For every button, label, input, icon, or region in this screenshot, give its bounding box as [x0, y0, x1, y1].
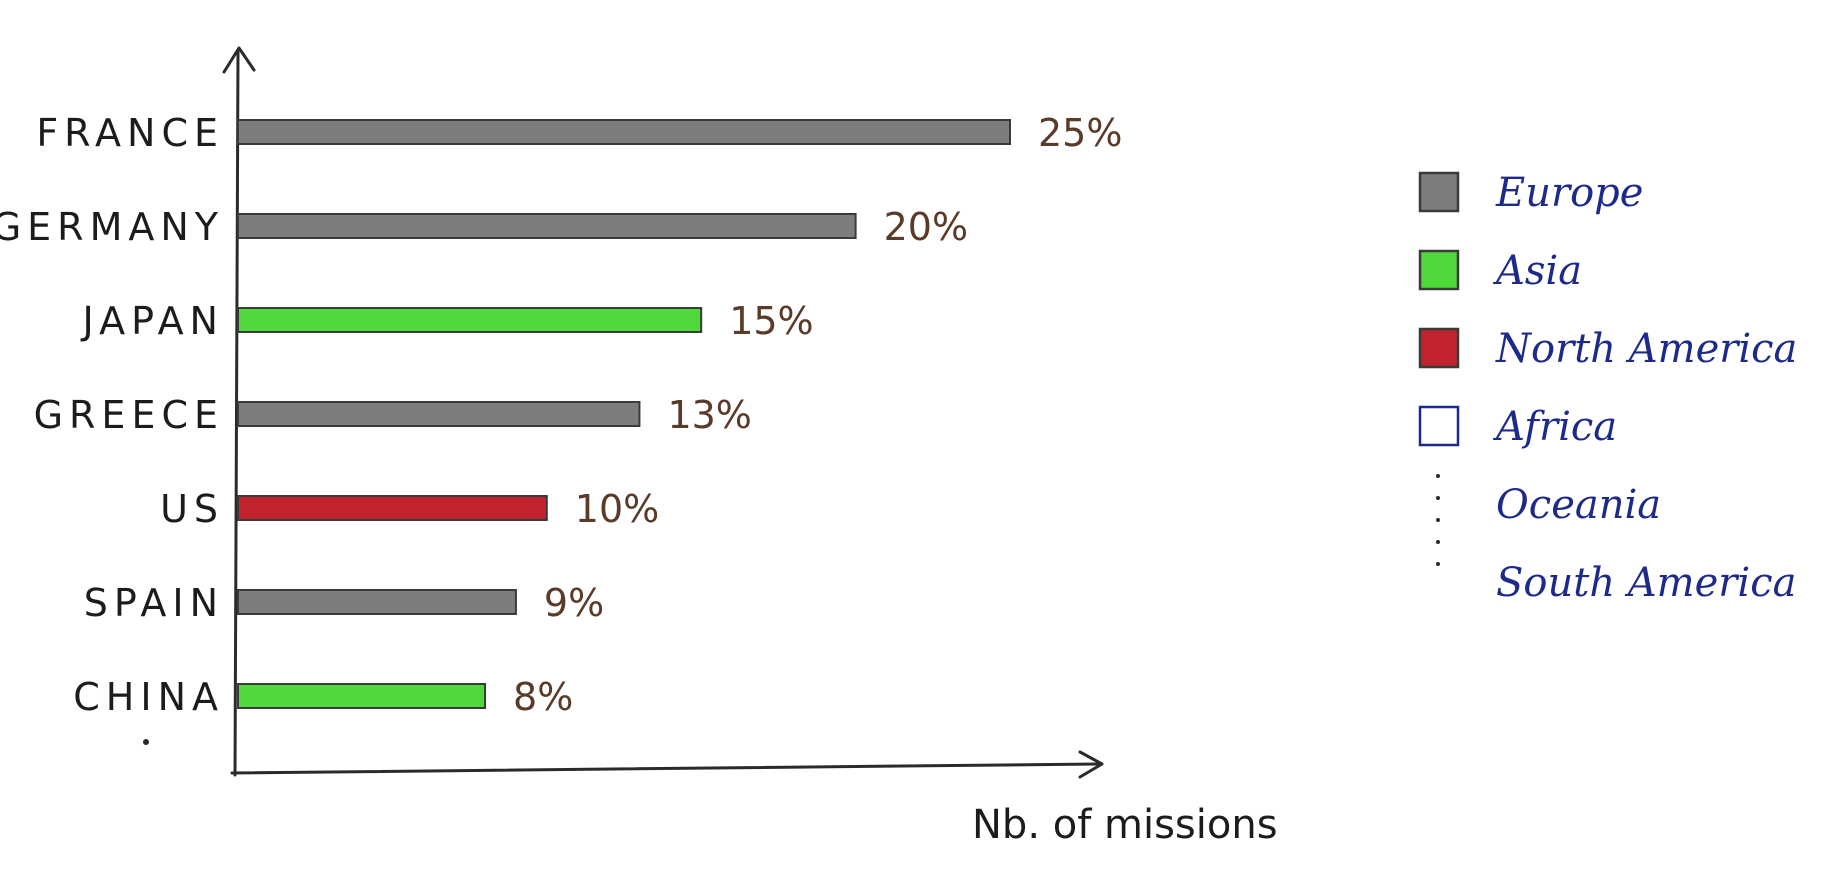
legend-label-south-america: South America: [1496, 560, 1796, 606]
legend: Europe Asia North America Africa Oceania Sout…: [1418, 170, 1797, 606]
legend-label-asia: Asia: [1492, 248, 1582, 294]
category-label-japan: JAPAN: [81, 299, 224, 343]
legend-swatch-europe: [1418, 171, 1460, 213]
category-label-germany: GERMANY: [0, 205, 224, 249]
category-label-spain: SPAIN: [84, 581, 224, 625]
y-axis-line: [233, 50, 240, 777]
bar-greece: [237, 401, 641, 427]
value-label-greece: 13%: [667, 393, 751, 437]
legend-label-africa: Africa: [1492, 404, 1617, 450]
x-axis-title: Nb. of missions: [972, 802, 1278, 848]
x-axis-arrow-icon: [1078, 750, 1104, 779]
x-axis-line: [230, 762, 1100, 775]
y-axis-arrow-icon: [222, 46, 256, 74]
legend-ellipsis-marker: [1436, 474, 1440, 566]
value-label-spain: 9%: [544, 581, 604, 625]
value-labels-group: 25% 20% 15% 13% 10% 9% 8%: [513, 111, 1122, 719]
category-label-france: FRANCE: [36, 111, 224, 155]
legend-swatch-africa: [1418, 405, 1460, 447]
value-label-china: 8%: [513, 675, 573, 719]
axes: [143, 46, 1104, 779]
value-label-japan: 15%: [729, 299, 813, 343]
category-label-china: CHINA: [73, 675, 224, 719]
bar-china: [237, 683, 487, 709]
category-labels-group: FRANCE GERMANY JAPAN GREECE US SPAIN CHINA: [0, 111, 224, 719]
bar-us: [237, 495, 548, 521]
category-label-us: US: [160, 487, 224, 531]
legend-label-oceania: Oceania: [1496, 482, 1661, 528]
legend-label-europe: Europe: [1495, 170, 1643, 216]
bar-germany: [237, 213, 857, 239]
bar-spain: [237, 589, 517, 615]
value-label-france: 25%: [1038, 111, 1122, 155]
category-label-greece: GREECE: [34, 393, 224, 437]
bar-japan: [237, 307, 703, 333]
value-label-germany: 20%: [884, 205, 968, 249]
legend-swatch-north-america: [1418, 327, 1460, 369]
bars-group: [237, 119, 1011, 709]
legend-label-north-america: North America: [1495, 326, 1797, 372]
axis-origin-dot: [143, 739, 149, 745]
value-label-us: 10%: [575, 487, 659, 531]
legend-swatch-asia: [1418, 249, 1460, 291]
bar-france: [237, 119, 1011, 145]
